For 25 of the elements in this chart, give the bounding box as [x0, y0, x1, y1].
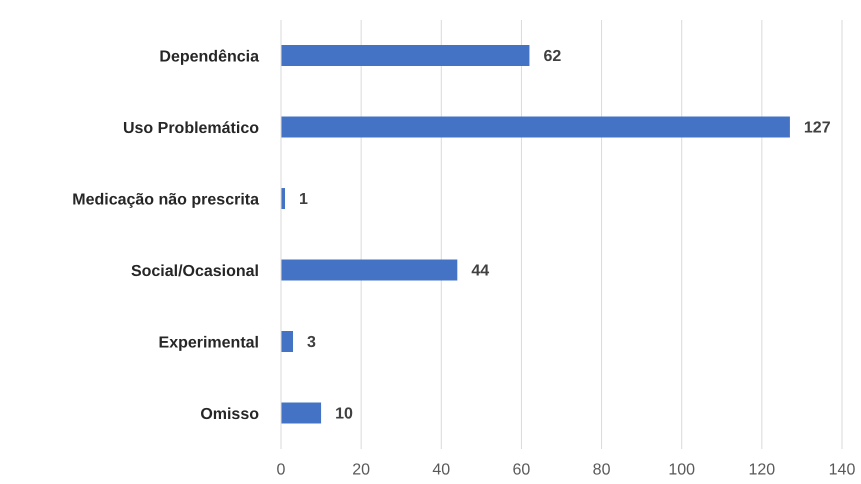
- bar: [281, 260, 458, 281]
- y-tick-label: Dependência: [159, 48, 260, 66]
- data-label: 1: [299, 191, 308, 208]
- y-tick-label: Omisso: [200, 406, 260, 423]
- x-tick-label: 120: [748, 461, 776, 478]
- x-tick-label: 140: [828, 461, 856, 478]
- x-tick-label: 40: [432, 461, 450, 478]
- bar: [281, 45, 530, 66]
- bar: [281, 331, 294, 352]
- data-label: 127: [804, 120, 831, 137]
- data-label: 44: [471, 262, 490, 280]
- y-tick-label: Uso Problemático: [122, 120, 260, 137]
- bar: [281, 116, 790, 138]
- y-tick-label: Experimental: [158, 334, 259, 352]
- x-tick-label: 0: [276, 461, 286, 478]
- y-tick-label: Medicação não prescrita: [72, 191, 260, 208]
- x-tick-label: 80: [592, 461, 611, 478]
- x-tick-label: 20: [352, 461, 370, 478]
- data-label: 62: [543, 48, 562, 66]
- x-tick-label: 100: [668, 461, 696, 478]
- data-label: 10: [335, 406, 353, 423]
- bar: [281, 402, 322, 424]
- x-tick-label: 60: [512, 461, 530, 478]
- y-tick-label: Social/Ocasional: [130, 262, 259, 280]
- data-label: 3: [307, 334, 316, 352]
